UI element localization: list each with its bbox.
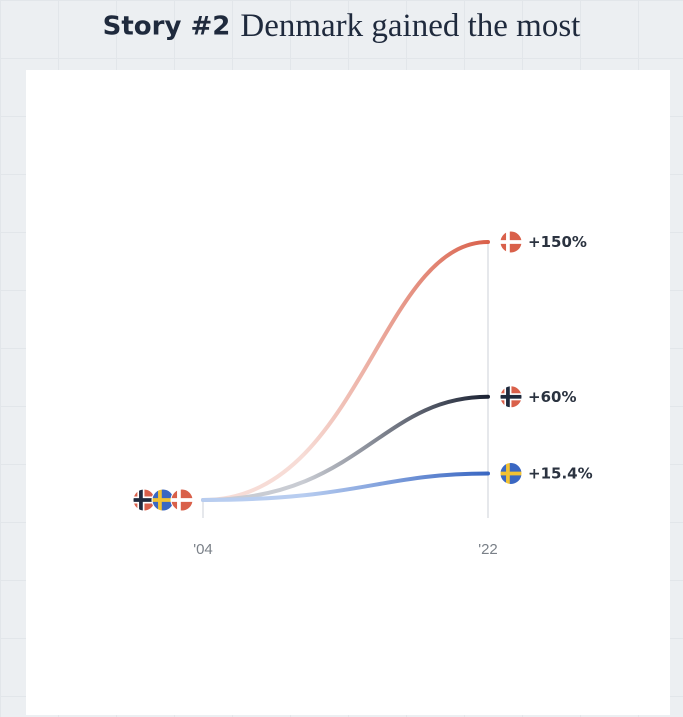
title-row: Story #2 Denmark gained the most [0, 8, 683, 52]
end-denmark-flag-icon [499, 230, 523, 254]
start-norway-flag-icon [132, 488, 156, 512]
story-label: Story #2 [102, 11, 231, 42]
end-sweden-flag-icon [499, 462, 523, 486]
chart-card: '04 '22 +150% +60% +15.4% [26, 70, 670, 715]
start-flags [132, 488, 194, 512]
story-headline: Denmark gained the most [240, 8, 581, 44]
x-tick-label-end: '22 [478, 541, 498, 558]
end-label-denmark: +150% [528, 233, 587, 251]
start-sweden-flag-icon [151, 488, 175, 512]
series-line-denmark [201, 240, 490, 502]
series-line-sweden [201, 471, 490, 502]
x-tick-label-start: '04 [193, 541, 213, 558]
series-layer: +150% +60% +15.4% [201, 230, 593, 502]
start-denmark-flag-icon [170, 488, 194, 512]
series-line-norway [201, 394, 490, 502]
line-chart: '04 '22 +150% +60% +15.4% [132, 230, 593, 558]
end-norway-flag-icon [499, 385, 523, 409]
end-label-sweden: +15.4% [528, 465, 593, 483]
end-label-norway: +60% [528, 388, 576, 406]
